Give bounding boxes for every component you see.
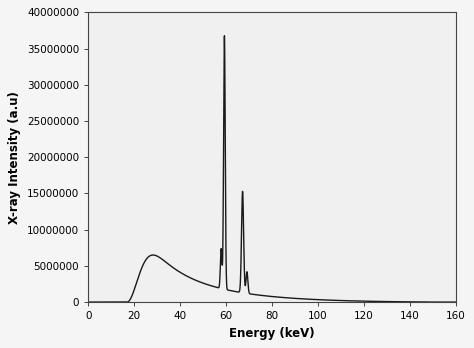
Y-axis label: X-ray Intensity (a.u): X-ray Intensity (a.u) <box>9 91 21 224</box>
X-axis label: Energy (keV): Energy (keV) <box>229 327 315 340</box>
